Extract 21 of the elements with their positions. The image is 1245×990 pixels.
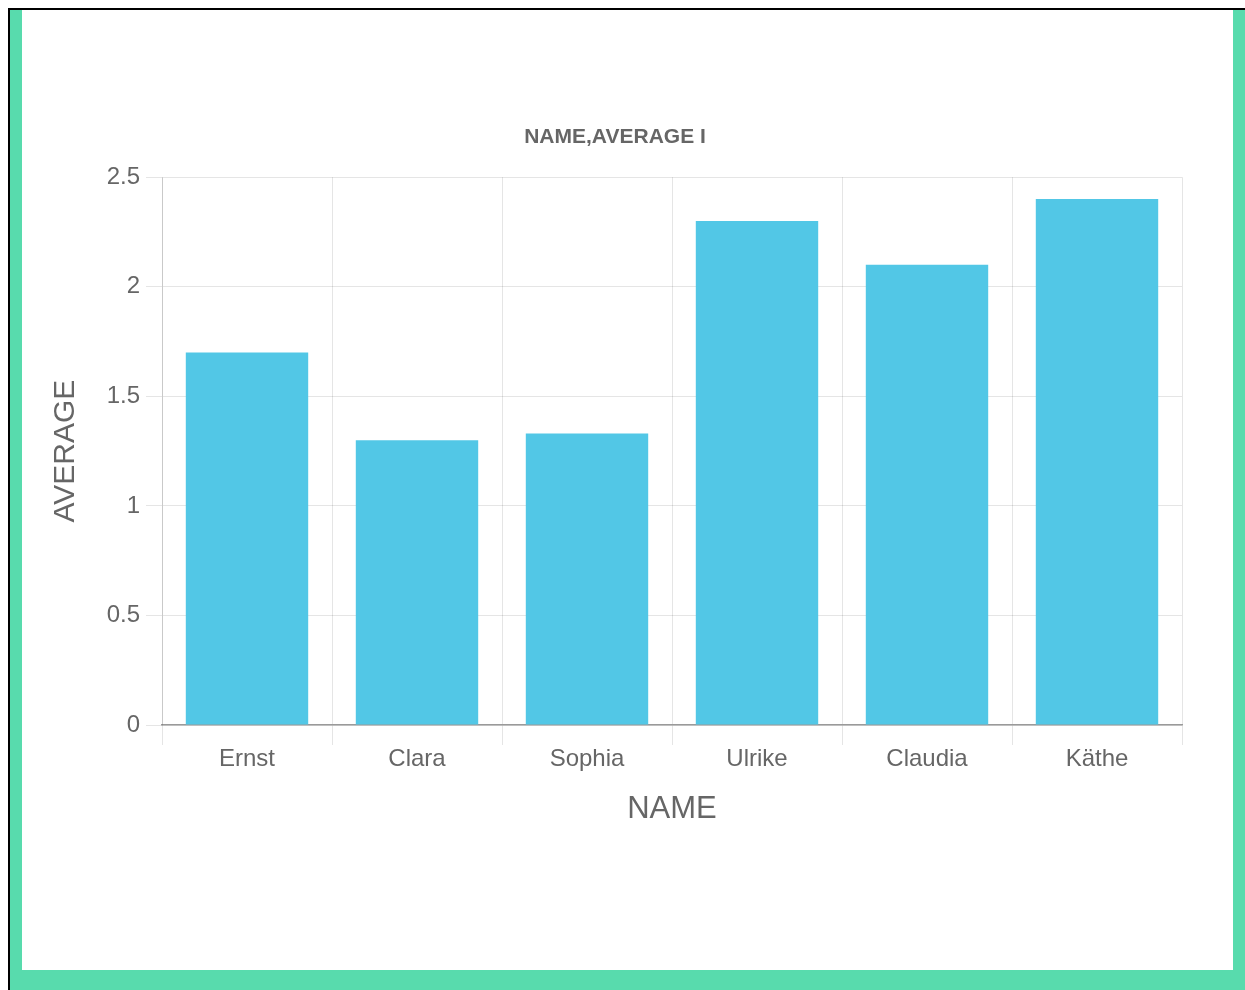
y-tick-label: 0.5 (106, 600, 140, 628)
y-axis-title: AVERAGE (47, 379, 81, 523)
y-tick-label: 2 (126, 271, 140, 299)
x-tick-label: Ernst (218, 744, 276, 772)
bar (525, 433, 649, 725)
y-tick-label: 1 (126, 490, 140, 518)
x-tick-label: Sophia (549, 744, 626, 772)
chart-title: NAME,AVERAGE I (524, 124, 706, 148)
bar (185, 352, 309, 725)
x-tick-label: Clara (388, 744, 447, 772)
y-tick-label: 0 (126, 709, 140, 737)
x-axis-title: NAME (627, 789, 717, 825)
bar (355, 440, 479, 725)
x-tick-label: Käthe (1065, 744, 1129, 772)
y-tick-label: 2.5 (106, 161, 140, 189)
bar (1035, 199, 1159, 725)
x-tick-label: Ulrike (726, 744, 788, 772)
x-tick-label: Claudia (886, 744, 969, 772)
bar (695, 221, 819, 725)
y-tick-label: 1.5 (106, 380, 140, 408)
bar (865, 264, 989, 725)
